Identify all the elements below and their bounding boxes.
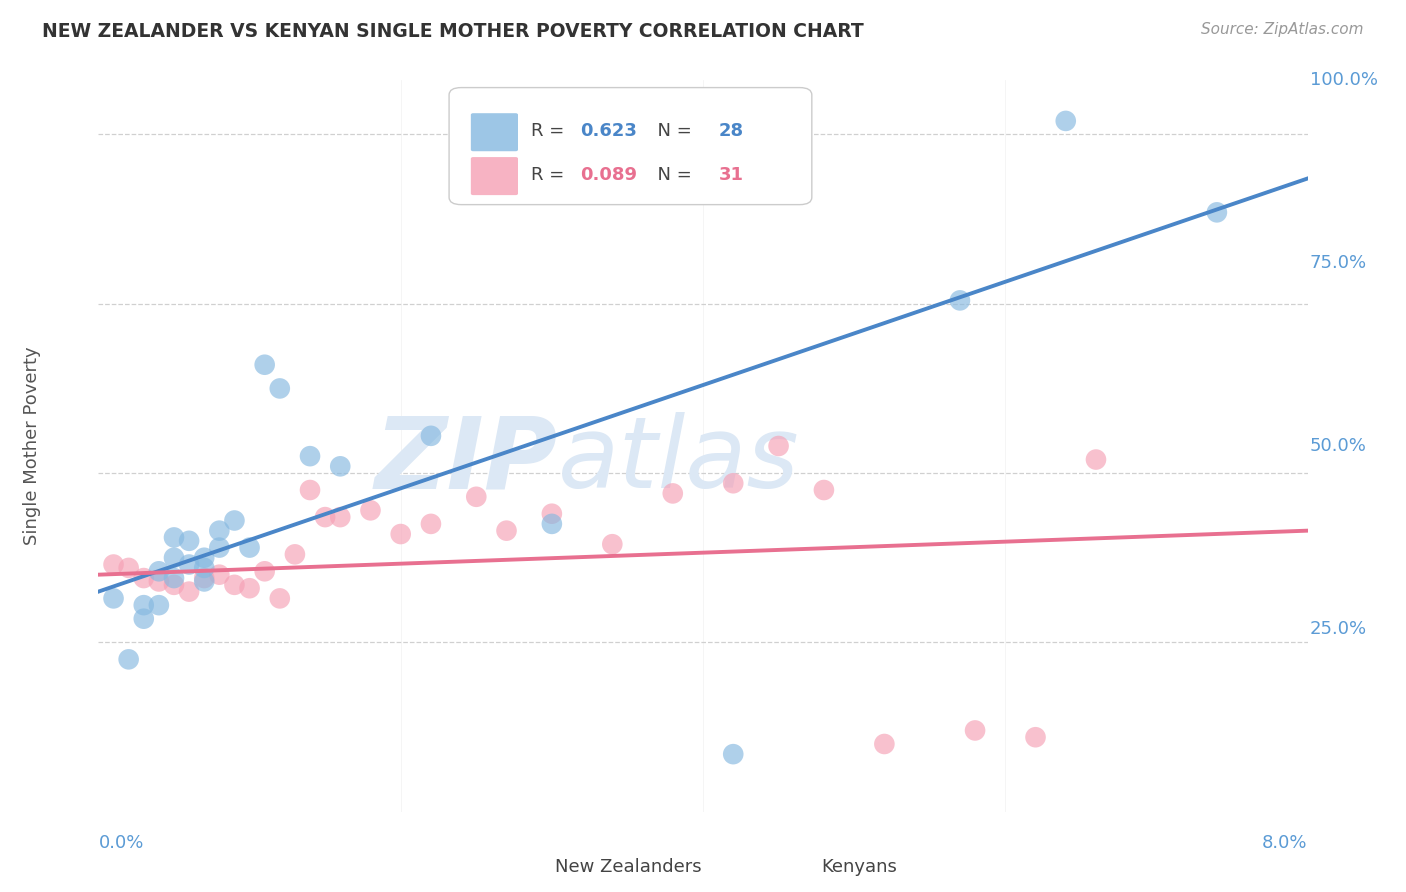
Point [118,652,141,666]
Point [1024,730,1046,744]
Point [1085,452,1108,467]
Point [768,439,790,453]
Point [419,516,441,531]
Point [359,503,381,517]
Point [661,486,683,500]
Point [299,483,322,497]
Text: 31: 31 [718,167,744,185]
Point [208,524,231,538]
Text: atlas: atlas [558,412,800,509]
Point [163,571,186,585]
Point [179,584,201,599]
Point [148,598,170,612]
Text: 100.0%: 100.0% [1310,71,1378,89]
Text: 50.0%: 50.0% [1310,437,1367,455]
Point [253,564,276,578]
Text: 8.0%: 8.0% [1263,834,1308,852]
Text: 0.0%: 0.0% [98,834,143,852]
Point [239,541,262,555]
Text: 75.0%: 75.0% [1310,254,1367,272]
Point [540,516,562,531]
Point [284,547,307,561]
Point [1054,114,1077,128]
Point [465,490,488,504]
Text: 0.623: 0.623 [579,122,637,140]
Point [148,564,170,578]
FancyBboxPatch shape [761,852,814,881]
Point [163,530,186,544]
Point [495,524,517,538]
Text: ZIP: ZIP [375,412,558,509]
Point [208,541,231,555]
Text: 28: 28 [718,122,744,140]
Point [193,574,215,589]
Point [329,459,352,474]
Point [602,537,624,551]
Point [269,591,291,606]
Text: R =: R = [531,122,571,140]
Text: Kenyans: Kenyans [821,857,897,876]
Text: New Zealanders: New Zealanders [555,857,702,876]
Point [1205,205,1229,219]
Text: N =: N = [647,167,697,185]
Text: N =: N = [647,122,697,140]
Point [132,571,155,585]
Point [269,381,291,395]
FancyBboxPatch shape [449,87,811,204]
Text: 25.0%: 25.0% [1310,620,1367,638]
Point [723,747,745,761]
Text: 0.089: 0.089 [579,167,637,185]
Point [103,558,125,572]
Point [540,507,562,521]
Point [723,476,745,491]
Point [873,737,896,751]
Point [813,483,835,497]
Point [179,533,201,548]
Point [193,571,215,585]
Text: Source: ZipAtlas.com: Source: ZipAtlas.com [1201,22,1364,37]
Point [132,598,155,612]
FancyBboxPatch shape [471,157,517,195]
Point [208,567,231,582]
Point [239,581,262,595]
Point [419,429,441,443]
Point [148,574,170,589]
Point [253,358,276,372]
FancyBboxPatch shape [471,113,517,152]
Point [179,558,201,572]
Point [329,510,352,524]
Point [163,578,186,592]
Point [965,723,987,738]
Point [118,561,141,575]
Point [314,510,336,524]
Point [193,561,215,575]
Text: Single Mother Poverty: Single Mother Poverty [22,347,41,545]
FancyBboxPatch shape [495,852,548,881]
Text: NEW ZEALANDER VS KENYAN SINGLE MOTHER POVERTY CORRELATION CHART: NEW ZEALANDER VS KENYAN SINGLE MOTHER PO… [42,22,863,41]
Point [224,578,246,592]
Text: R =: R = [531,167,571,185]
Point [224,514,246,528]
Point [389,527,412,541]
Point [193,550,215,565]
Point [949,293,972,308]
Point [299,449,322,463]
Point [132,612,155,626]
Point [163,550,186,565]
Point [103,591,125,606]
